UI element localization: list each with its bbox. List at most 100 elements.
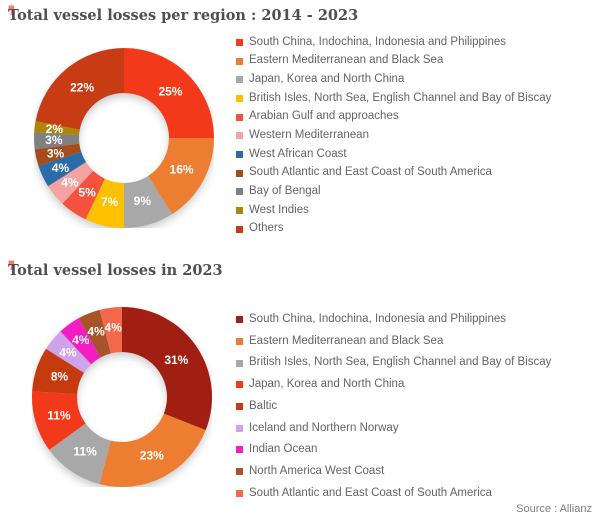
legend-label: Baltic bbox=[249, 399, 278, 412]
legend-swatch-icon bbox=[236, 489, 243, 497]
slice-percent-label: 16% bbox=[170, 163, 194, 177]
donut-slice bbox=[32, 391, 86, 450]
donut-slice bbox=[78, 309, 111, 358]
donut-slice bbox=[49, 423, 111, 485]
legend-label: Arabian Gulf and approaches bbox=[249, 110, 399, 123]
legend-swatch-icon bbox=[236, 132, 243, 140]
legend-label: British Isles, North Sea, English Channe… bbox=[249, 91, 552, 104]
legend-label: North America West Coast bbox=[249, 464, 385, 477]
donut-slice bbox=[124, 48, 214, 138]
legend-label: South China, Indochina, Indonesia and Ph… bbox=[249, 35, 507, 48]
slice-percent-label: 4% bbox=[87, 325, 105, 339]
legend-item: Western Mediterranean bbox=[236, 126, 551, 145]
legend-item: North America West Coast bbox=[236, 461, 551, 483]
legend-label: Eastern Mediterranean and Black Sea bbox=[249, 334, 444, 347]
legend-swatch-icon bbox=[236, 403, 243, 411]
legend-label: Japan, Korea and North China bbox=[249, 378, 405, 391]
legend-swatch-icon bbox=[236, 381, 243, 389]
legend-item: Baltic bbox=[236, 396, 551, 418]
donut-slice bbox=[99, 307, 122, 354]
slice-percent-label: 23% bbox=[140, 449, 164, 463]
legend-item: British Isles, North Sea, English Channe… bbox=[236, 352, 551, 374]
slice-percent-label: 31% bbox=[164, 353, 188, 367]
legend-swatch-icon bbox=[236, 94, 243, 102]
donut-slice bbox=[85, 178, 124, 228]
donut-slice bbox=[32, 348, 85, 395]
legend-item: Indian Ocean bbox=[236, 439, 551, 461]
donut-chart-2023: 31%23%11%11%8%4%4%4% 4% bbox=[32, 307, 212, 487]
legend-swatch-icon bbox=[236, 169, 243, 177]
legend-swatch-icon bbox=[236, 207, 243, 215]
legend-label: Others bbox=[249, 222, 284, 235]
donut-slice bbox=[35, 48, 124, 130]
donut-slice bbox=[34, 121, 80, 136]
legend-swatch-icon bbox=[236, 468, 243, 476]
legend-swatch-icon bbox=[236, 188, 243, 196]
slice-percent-label: 4% bbox=[59, 345, 77, 359]
legend-label: West African Coast bbox=[249, 147, 347, 160]
legend-swatch-icon bbox=[236, 316, 243, 324]
slice-percent-label: 5% bbox=[78, 185, 96, 199]
legend-item: Eastern Mediterranean and Black Sea bbox=[236, 331, 551, 353]
legend-item: Eastern Mediterranean and Black Sea bbox=[236, 52, 551, 71]
legend-label: British Isles, North Sea, English Channe… bbox=[249, 356, 552, 369]
slice-percent-label: 4% bbox=[61, 176, 79, 190]
slice-percent-label: 11% bbox=[47, 408, 71, 422]
legend-swatch-icon bbox=[236, 57, 243, 65]
donut-slice bbox=[34, 143, 82, 166]
legend-item: South China, Indochina, Indonesia and Ph… bbox=[236, 33, 551, 52]
slice-percent-label: 3% bbox=[45, 133, 63, 147]
slice-percent-label: 4% bbox=[72, 333, 90, 347]
legend-label: South China, Indochina, Indonesia and Ph… bbox=[249, 313, 507, 326]
slice-percent-label: 25% bbox=[158, 85, 182, 99]
donut-slice bbox=[148, 138, 214, 214]
slice-percent-label: 22% bbox=[70, 80, 94, 94]
legend-2014-2023: South China, Indochina, Indonesia and Ph… bbox=[236, 33, 551, 239]
slice-percent-label: 8% bbox=[51, 370, 69, 384]
legend-item: South Atlantic and East Coast of South A… bbox=[236, 483, 551, 505]
legend-swatch-icon bbox=[236, 38, 243, 46]
legend-item: Bay of Bengal bbox=[236, 183, 551, 202]
legend-item: British Isles, North Sea, English Channe… bbox=[236, 89, 551, 108]
slice-percent-label: 3% bbox=[47, 146, 65, 160]
donut-slice bbox=[48, 162, 94, 204]
legend-swatch-icon bbox=[236, 446, 243, 454]
legend-item: West African Coast bbox=[236, 145, 551, 164]
legend-item: South Atlantic and East Coast of South A… bbox=[236, 164, 551, 183]
chart-title-text: Total vessel losses per region : 2014 - … bbox=[8, 7, 359, 24]
legend-swatch-icon bbox=[236, 225, 243, 233]
legend-swatch-icon bbox=[236, 150, 243, 158]
slice-percent-label: 11% bbox=[73, 444, 97, 458]
slice-percent-label: 4% bbox=[105, 320, 123, 334]
legend-item: West Indies bbox=[236, 201, 551, 220]
donut-slice bbox=[34, 132, 80, 150]
chart-title-2023: ❜ Total vessel losses in 2023 bbox=[7, 258, 223, 286]
legend-item: Iceland and Northern Norway bbox=[236, 417, 551, 439]
legend-swatch-icon bbox=[236, 338, 243, 346]
legend-item: Japan, Korea and North China bbox=[236, 374, 551, 396]
slice-percent-label: 7% bbox=[101, 195, 119, 209]
legend-label: West Indies bbox=[249, 203, 309, 216]
legend-label: Eastern Mediterranean and Black Sea bbox=[249, 54, 444, 67]
donut-slice bbox=[62, 170, 105, 220]
legend-label: South Atlantic and East Coast of South A… bbox=[249, 166, 492, 179]
slice-percent-label: 4% bbox=[52, 161, 70, 175]
donut-slice bbox=[38, 151, 87, 187]
slice-percent-label: 2% bbox=[46, 122, 64, 136]
legend-item: Arabian Gulf and approaches bbox=[236, 108, 551, 127]
legend-item: Others bbox=[236, 220, 551, 239]
legend-label: Japan, Korea and North China bbox=[249, 72, 405, 85]
legend-label: Western Mediterranean bbox=[249, 129, 369, 142]
legend-swatch-icon bbox=[236, 113, 243, 121]
legend-label: South Atlantic and East Coast of South A… bbox=[249, 486, 492, 499]
legend-label: Bay of Bengal bbox=[249, 185, 321, 198]
donut-slice bbox=[60, 318, 101, 365]
quote-mark-icon: ❜ bbox=[7, 255, 17, 288]
legend-swatch-icon bbox=[236, 359, 243, 367]
source-note: Source : Allianz bbox=[516, 503, 592, 515]
legend-label: Indian Ocean bbox=[249, 443, 318, 456]
donut-slice bbox=[99, 413, 206, 487]
donut-slice bbox=[46, 331, 92, 373]
slice-percent-label: 9% bbox=[134, 194, 152, 208]
